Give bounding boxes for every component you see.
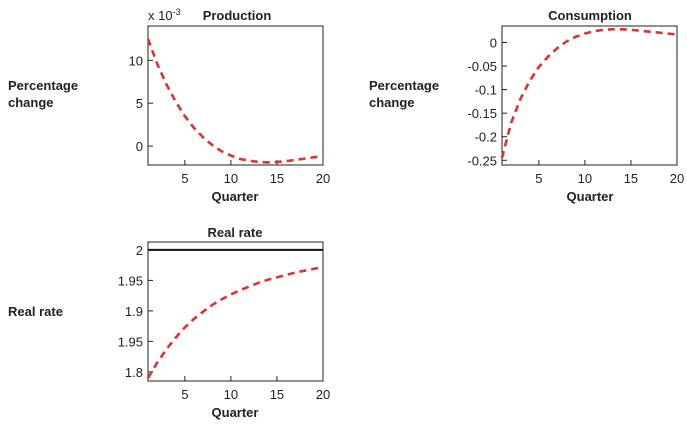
consumption-title: Consumption <box>548 8 632 23</box>
real-rate-ytick-label: 1.95 <box>118 273 143 288</box>
production-xtick-label: 20 <box>316 171 330 186</box>
production-xtick-label: 5 <box>181 171 188 186</box>
real-rate-xtick-label: 15 <box>270 387 284 402</box>
production-ylabel: Percentage change <box>8 78 82 110</box>
production-xtick-label: 10 <box>224 171 238 186</box>
production-ytick-label: 5 <box>136 96 143 111</box>
consumption-panel: Consumption Percentage change 5 10 15 20 0 -0… <box>369 8 684 204</box>
real-rate-title: Real rate <box>208 225 263 240</box>
production-plot-area <box>147 25 324 166</box>
production-ylabel-line1: Percentage <box>8 78 78 93</box>
real-rate-ytick-label: 1.9 <box>125 304 143 319</box>
production-multiplier-base: x 10 <box>148 8 173 23</box>
production-panel: Production x 10-3 Percentage change 5 10 1… <box>8 7 330 204</box>
consumption-ticks: 5 10 15 20 0 -0.05 -0.1 -0.15 -0.2 -0.25 <box>467 35 684 186</box>
real-rate-panel: Real rate Real rate 5 10 15 20 2 1.95 1.9 1.95 1… <box>8 225 330 420</box>
real-rate-ytick-label: 2 <box>136 243 143 258</box>
consumption-ytick-label: -0.2 <box>475 130 497 145</box>
production-ytick-label: 0 <box>136 139 143 154</box>
real-rate-response-line <box>146 265 324 379</box>
consumption-xtick-label: 10 <box>578 171 592 186</box>
production-title: Production <box>203 8 272 23</box>
production-xtick-label: 15 <box>270 171 284 186</box>
real-rate-ytick-label: 1.8 <box>125 365 143 380</box>
real-rate-xtick-label: 5 <box>181 387 188 402</box>
consumption-xtick-label: 15 <box>624 171 638 186</box>
consumption-xlabel: Quarter <box>567 189 614 204</box>
consumption-xtick-label: 5 <box>535 171 542 186</box>
consumption-ylabel-line2: change <box>369 95 415 110</box>
real-rate-ylabel: Real rate <box>8 304 63 319</box>
consumption-plot-area <box>501 25 678 166</box>
production-xlabel: Quarter <box>212 189 259 204</box>
production-multiplier-exponent: -3 <box>173 7 181 17</box>
production-ytick-label: 10 <box>129 53 143 68</box>
real-rate-xtick-label: 10 <box>224 387 238 402</box>
real-rate-series <box>146 248 324 379</box>
real-rate-xtick-label: 20 <box>316 387 330 402</box>
real-rate-ytick-label: 1.95 <box>118 334 143 349</box>
production-ticks: 5 10 15 20 0 5 10 <box>129 53 331 186</box>
production-ylabel-line2: change <box>8 95 54 110</box>
consumption-xtick-label: 20 <box>670 171 684 186</box>
real-rate-plot-area <box>147 241 324 382</box>
production-multiplier: x 10-3 <box>148 7 181 23</box>
consumption-ytick-label: -0.05 <box>467 59 497 74</box>
consumption-ylabel: Percentage change <box>369 78 443 110</box>
real-rate-ticks: 5 10 15 20 2 1.95 1.9 1.95 1.8 <box>118 243 331 402</box>
real-rate-xlabel: Quarter <box>212 405 259 420</box>
consumption-response-line <box>500 27 678 159</box>
consumption-ytick-label: -0.15 <box>467 106 497 121</box>
consumption-ylabel-line1: Percentage <box>369 78 439 93</box>
consumption-ytick-label: -0.25 <box>467 153 497 168</box>
consumption-ytick-label: -0.1 <box>475 83 497 98</box>
consumption-ytick-label: 0 <box>490 35 497 50</box>
consumption-series <box>500 27 678 159</box>
